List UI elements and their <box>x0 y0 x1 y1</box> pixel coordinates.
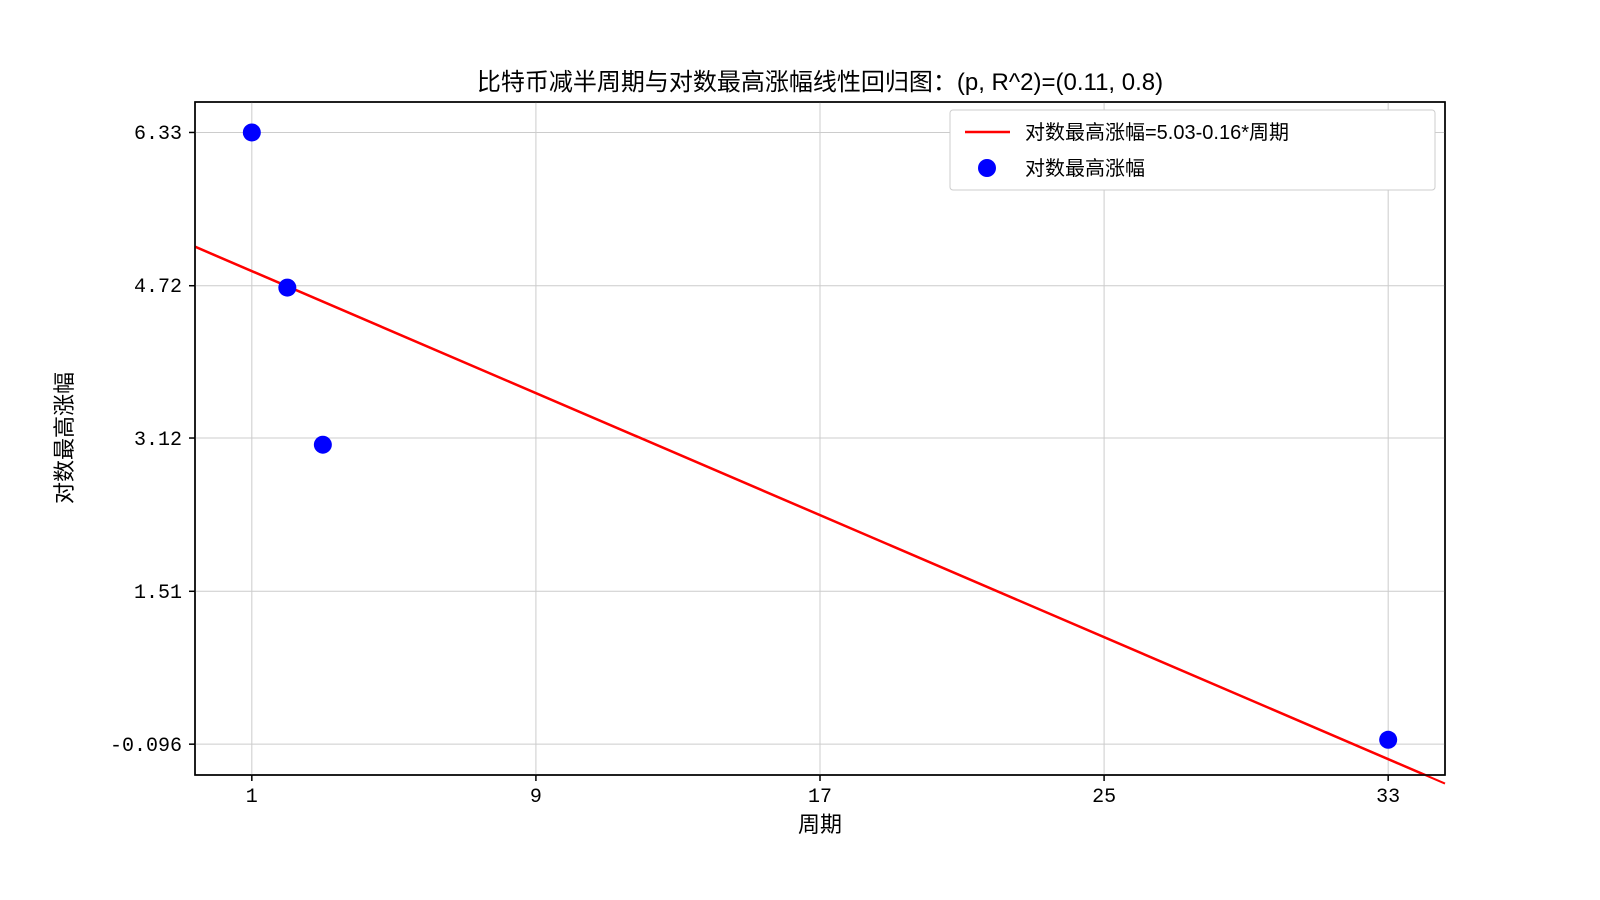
x-tick-labels: 1 9 17 25 33 <box>246 786 1400 809</box>
legend-label-marker: 对数最高涨幅 <box>1025 157 1145 180</box>
y-tick-label: 3.12 <box>134 429 182 452</box>
x-axis-label: 周期 <box>798 812 842 837</box>
legend-marker-sample <box>978 159 996 177</box>
y-tick-label: -0.096 <box>110 735 182 758</box>
chart-svg: 1 9 17 25 33 -0.096 1.51 3.12 4.72 6.33 … <box>0 0 1600 900</box>
y-tick-label: 4.72 <box>134 276 182 299</box>
y-tick-label: 1.51 <box>134 582 182 605</box>
x-tick-label: 1 <box>246 786 258 809</box>
x-tick-label: 17 <box>808 786 832 809</box>
y-axis-label: 对数最高涨幅 <box>52 372 77 504</box>
y-tick-label: 6.33 <box>134 123 182 146</box>
chart-title: 比特币减半周期与对数最高涨幅线性回归图：(p, R^2)=(0.11, 0.8) <box>477 69 1163 96</box>
y-ticks <box>189 132 195 744</box>
legend-label-line: 对数最高涨幅=5.03-0.16*周期 <box>1025 121 1289 144</box>
chart-container: 1 9 17 25 33 -0.096 1.51 3.12 4.72 6.33 … <box>0 0 1600 900</box>
x-tick-label: 25 <box>1092 786 1116 809</box>
x-tick-label: 33 <box>1376 786 1400 809</box>
x-tick-label: 9 <box>530 786 542 809</box>
legend: 对数最高涨幅=5.03-0.16*周期 对数最高涨幅 <box>950 110 1435 190</box>
y-tick-labels: -0.096 1.51 3.12 4.72 6.33 <box>110 123 182 758</box>
x-ticks <box>252 775 1388 781</box>
